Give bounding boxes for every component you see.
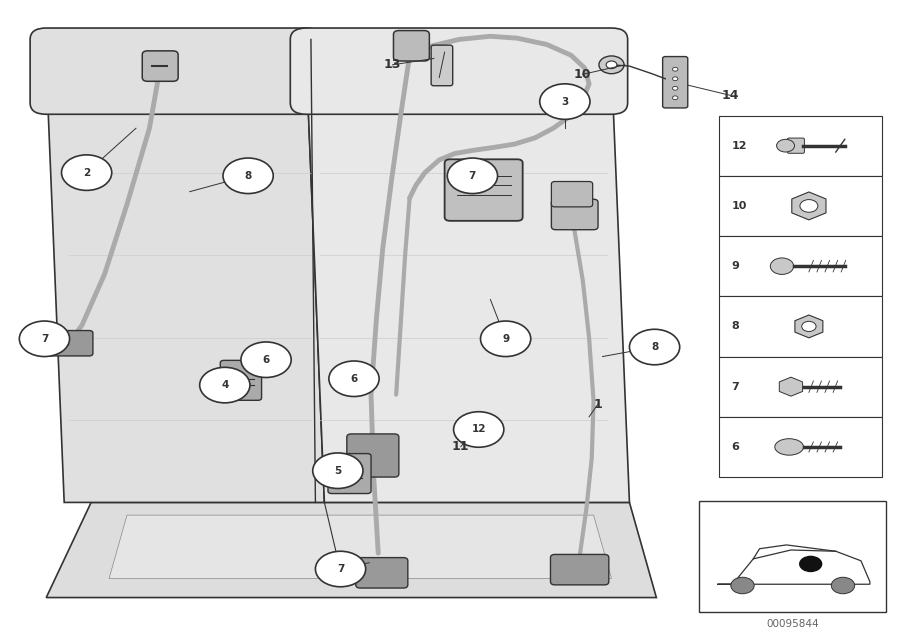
FancyBboxPatch shape	[42, 331, 93, 356]
Text: 7: 7	[469, 171, 476, 181]
Text: 13: 13	[384, 59, 401, 71]
Circle shape	[19, 321, 69, 357]
Text: 7: 7	[337, 564, 344, 574]
Circle shape	[731, 577, 754, 594]
FancyBboxPatch shape	[719, 236, 883, 296]
FancyBboxPatch shape	[291, 28, 627, 114]
Polygon shape	[795, 315, 823, 338]
Text: 12: 12	[732, 141, 747, 151]
Circle shape	[672, 87, 678, 90]
FancyBboxPatch shape	[552, 182, 593, 207]
Circle shape	[777, 140, 795, 152]
Text: 7: 7	[732, 382, 740, 392]
FancyBboxPatch shape	[142, 51, 178, 82]
Circle shape	[802, 321, 816, 331]
Text: 10: 10	[574, 68, 591, 81]
Circle shape	[454, 412, 504, 447]
Polygon shape	[792, 192, 826, 220]
Text: 4: 4	[221, 380, 229, 390]
Text: 2: 2	[83, 168, 90, 178]
FancyBboxPatch shape	[220, 361, 262, 400]
FancyBboxPatch shape	[551, 554, 608, 585]
Text: 11: 11	[452, 440, 470, 453]
Polygon shape	[779, 377, 803, 396]
Text: 12: 12	[472, 424, 486, 434]
FancyBboxPatch shape	[356, 557, 408, 588]
Circle shape	[832, 577, 855, 594]
FancyBboxPatch shape	[719, 115, 883, 176]
Text: 6: 6	[263, 355, 270, 365]
Text: 00095844: 00095844	[767, 619, 819, 629]
Text: 14: 14	[721, 89, 739, 102]
Polygon shape	[306, 65, 629, 503]
FancyBboxPatch shape	[788, 138, 805, 154]
Circle shape	[800, 199, 818, 212]
Circle shape	[672, 96, 678, 100]
Text: 8: 8	[245, 171, 252, 181]
Polygon shape	[46, 65, 324, 503]
Circle shape	[481, 321, 531, 357]
Circle shape	[672, 77, 678, 81]
Circle shape	[540, 84, 590, 119]
Text: 9: 9	[732, 261, 740, 271]
Circle shape	[200, 368, 250, 403]
Ellipse shape	[775, 439, 804, 455]
Text: 6: 6	[350, 374, 357, 383]
FancyBboxPatch shape	[431, 45, 453, 86]
Circle shape	[61, 155, 112, 190]
FancyBboxPatch shape	[719, 296, 883, 357]
Circle shape	[606, 61, 616, 69]
FancyBboxPatch shape	[346, 434, 399, 477]
FancyBboxPatch shape	[719, 357, 883, 417]
Circle shape	[598, 56, 624, 74]
Text: 3: 3	[562, 97, 569, 106]
Circle shape	[241, 342, 292, 378]
Text: 6: 6	[732, 442, 740, 452]
Circle shape	[770, 258, 794, 275]
Text: 5: 5	[334, 466, 341, 476]
Circle shape	[328, 361, 379, 396]
Circle shape	[799, 555, 823, 572]
Text: 8: 8	[732, 322, 740, 331]
Text: 7: 7	[40, 334, 48, 344]
Circle shape	[672, 68, 678, 71]
Circle shape	[223, 158, 274, 194]
FancyBboxPatch shape	[662, 57, 688, 108]
FancyBboxPatch shape	[328, 454, 371, 494]
FancyBboxPatch shape	[719, 176, 883, 236]
Circle shape	[447, 158, 498, 194]
Circle shape	[629, 329, 680, 365]
FancyBboxPatch shape	[699, 501, 886, 612]
FancyBboxPatch shape	[393, 31, 429, 61]
Text: 8: 8	[651, 342, 658, 352]
Circle shape	[312, 453, 363, 489]
Text: 1: 1	[594, 397, 602, 411]
Polygon shape	[46, 503, 656, 598]
FancyBboxPatch shape	[719, 417, 883, 477]
Text: 10: 10	[732, 201, 747, 211]
Circle shape	[315, 551, 365, 587]
Polygon shape	[109, 515, 611, 578]
FancyBboxPatch shape	[445, 159, 523, 221]
Text: 9: 9	[502, 334, 509, 344]
FancyBboxPatch shape	[552, 199, 598, 230]
FancyBboxPatch shape	[30, 28, 322, 114]
